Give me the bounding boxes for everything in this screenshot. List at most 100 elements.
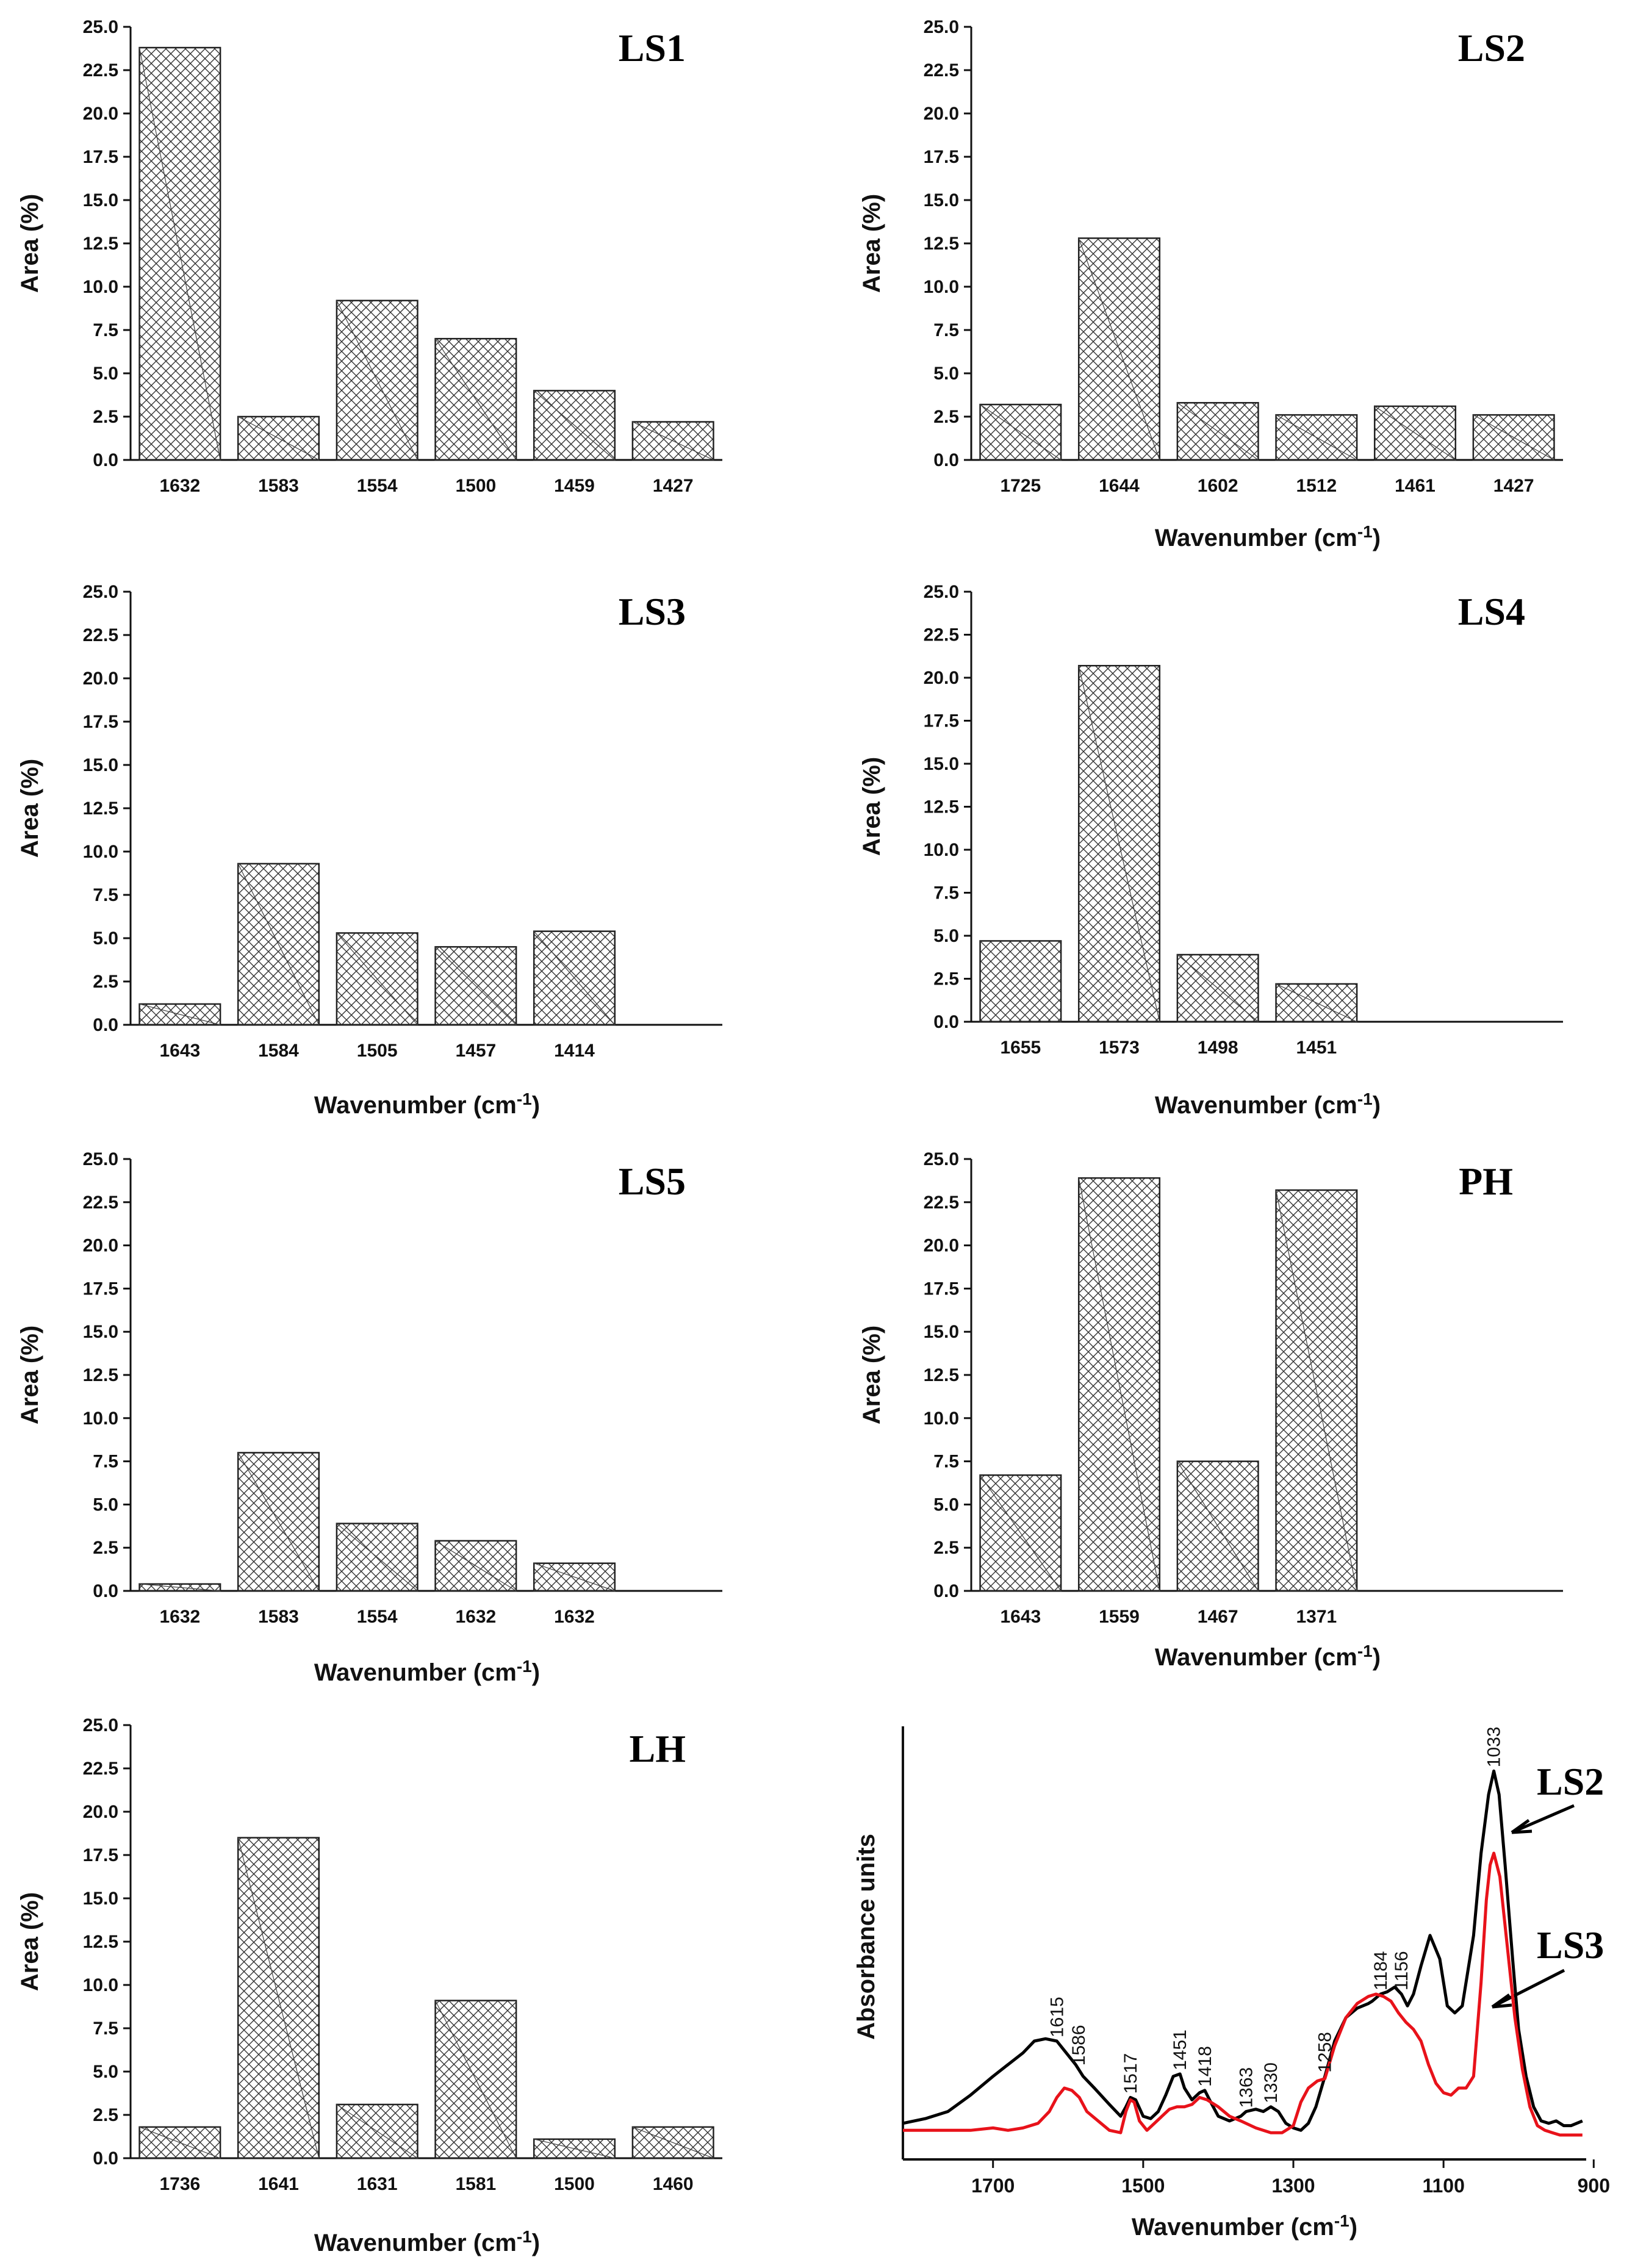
y-tick-label: 5.0 xyxy=(93,364,118,384)
y-tick-label: 10.0 xyxy=(83,1975,118,1995)
bar-diagonal xyxy=(1078,1178,1160,1592)
x-tick-label: 1414 xyxy=(554,1041,595,1061)
y-tick-label: 7.5 xyxy=(93,320,118,340)
y-tick-label: 22.5 xyxy=(83,1759,118,1779)
bar-diagonal xyxy=(1275,1190,1357,1592)
x-tick-label: 1631 xyxy=(357,2174,398,2194)
y-tick-label: 7.5 xyxy=(93,1452,118,1472)
x-tick-label: 1700 xyxy=(971,2175,1015,2197)
y-tick-label: 25.0 xyxy=(83,1149,118,1169)
x-tick-label: 1573 xyxy=(1099,1038,1140,1058)
bar-diagonal xyxy=(138,47,221,461)
peak-label: 1033 xyxy=(1484,1727,1504,1768)
x-tick-label: 1459 xyxy=(554,476,595,496)
y-tick-label: 10.0 xyxy=(83,1409,118,1429)
bar-diagonal xyxy=(534,1563,615,1592)
bar-diagonal xyxy=(336,2104,418,2159)
y-tick-label: 25.0 xyxy=(83,1715,118,1735)
bar-diagonal xyxy=(980,404,1062,461)
x-tick-label: 1461 xyxy=(1395,476,1436,496)
bar-diagonal xyxy=(435,1540,517,1592)
peak-label: 1615 xyxy=(1047,1997,1067,2037)
x-tick-label: 1457 xyxy=(455,1041,496,1061)
x-axis-label: Wavenumber (cm-1) xyxy=(1155,1642,1381,1671)
x-tick-label: 1725 xyxy=(1000,476,1041,496)
y-axis-label: Area (%) xyxy=(16,194,43,293)
y-tick-label: 0.0 xyxy=(93,1015,118,1035)
y-tick-label: 20.0 xyxy=(924,1236,959,1256)
x-tick-label: 1427 xyxy=(653,476,694,496)
y-tick-label: 5.0 xyxy=(93,2062,118,2082)
bar-diagonal xyxy=(632,2126,714,2159)
x-tick-label: 1632 xyxy=(159,476,200,496)
y-tick-label: 10.0 xyxy=(924,840,959,860)
x-tick-label: 1427 xyxy=(1493,476,1534,496)
x-tick-label: 1460 xyxy=(653,2174,694,2194)
y-tick-label: 10.0 xyxy=(924,277,959,297)
bar-diagonal xyxy=(336,300,418,461)
x-tick-label: 1584 xyxy=(258,1041,299,1061)
y-tick-label: 20.0 xyxy=(83,1236,118,1256)
x-tick-label: 1632 xyxy=(455,1607,496,1627)
x-axis-label: Wavenumber (cm-1) xyxy=(1155,522,1381,551)
x-tick-label: 1554 xyxy=(357,476,398,496)
y-tick-label: 12.5 xyxy=(924,797,959,817)
spectrum-line-ls3 xyxy=(903,1851,1583,2137)
peak-label: 1258 xyxy=(1315,2032,1335,2073)
y-axis-label: Area (%) xyxy=(858,757,885,856)
bar-diagonal xyxy=(534,2139,615,2159)
bar-diagonal xyxy=(1177,1461,1259,1592)
y-tick-label: 5.0 xyxy=(933,1495,959,1515)
bar-diagonal xyxy=(139,2126,221,2159)
bar-diagonal xyxy=(980,1474,1062,1592)
y-tick-label: 22.5 xyxy=(924,1193,959,1213)
y-tick-label: 5.0 xyxy=(933,364,959,384)
bar-diagonal xyxy=(237,416,320,461)
y-tick-label: 22.5 xyxy=(924,625,959,645)
bar-diagonal xyxy=(435,946,517,1025)
peak-label: 1517 xyxy=(1121,2053,1141,2094)
y-tick-label: 20.0 xyxy=(83,104,118,124)
y-tick-label: 7.5 xyxy=(933,320,959,340)
y-tick-label: 7.5 xyxy=(93,885,118,905)
y-tick-label: 12.5 xyxy=(924,234,959,254)
y-axis-label: Area (%) xyxy=(858,194,885,293)
y-tick-label: 17.5 xyxy=(83,712,118,732)
x-tick-label: 1500 xyxy=(455,476,496,496)
y-tick-label: 22.5 xyxy=(83,60,118,81)
y-tick-label: 12.5 xyxy=(83,1365,118,1385)
y-tick-label: 0.0 xyxy=(93,1581,118,1601)
peak-label: 1418 xyxy=(1195,2046,1215,2087)
y-tick-label: 22.5 xyxy=(83,625,118,645)
y-tick-label: 25.0 xyxy=(924,582,959,602)
y-tick-label: 25.0 xyxy=(83,17,118,37)
x-tick-label: 1451 xyxy=(1296,1038,1337,1058)
x-tick-label: 1632 xyxy=(554,1607,595,1627)
y-tick-label: 0.0 xyxy=(93,450,118,470)
y-tick-label: 2.5 xyxy=(93,2105,118,2125)
y-tick-label: 15.0 xyxy=(924,1322,959,1342)
y-tick-label: 15.0 xyxy=(924,754,959,774)
arrow-ls2 xyxy=(1511,1804,1575,1834)
y-tick-label: 12.5 xyxy=(924,1365,959,1385)
panel-ls2: LS2 Area (%) Wavenumber (cm-1) 0.0 2.5 5.0… xyxy=(858,17,1563,551)
arrow-ls3 xyxy=(1491,1968,1565,2009)
panel-title: LS5 xyxy=(619,1160,686,1203)
bar-diagonal xyxy=(1177,954,1259,1022)
x-tick-label: 1512 xyxy=(1296,476,1337,496)
y-tick-label: 0.0 xyxy=(93,2148,118,2169)
y-tick-label: 25.0 xyxy=(924,17,959,37)
x-tick-label: 1655 xyxy=(1000,1038,1041,1058)
x-tick-label: 1505 xyxy=(357,1041,398,1061)
y-axis-label: Area (%) xyxy=(16,1892,43,1991)
y-tick-label: 7.5 xyxy=(933,1452,959,1472)
bar-diagonal xyxy=(237,863,320,1025)
bar-diagonal xyxy=(139,1584,221,1592)
y-tick-label: 15.0 xyxy=(83,190,118,210)
x-tick-label: 1300 xyxy=(1271,2175,1315,2197)
bar-diagonal xyxy=(1276,983,1357,1022)
y-tick-label: 20.0 xyxy=(924,104,959,124)
panel-title: LS2 xyxy=(1458,26,1525,70)
bar-diagonal xyxy=(1078,238,1160,461)
